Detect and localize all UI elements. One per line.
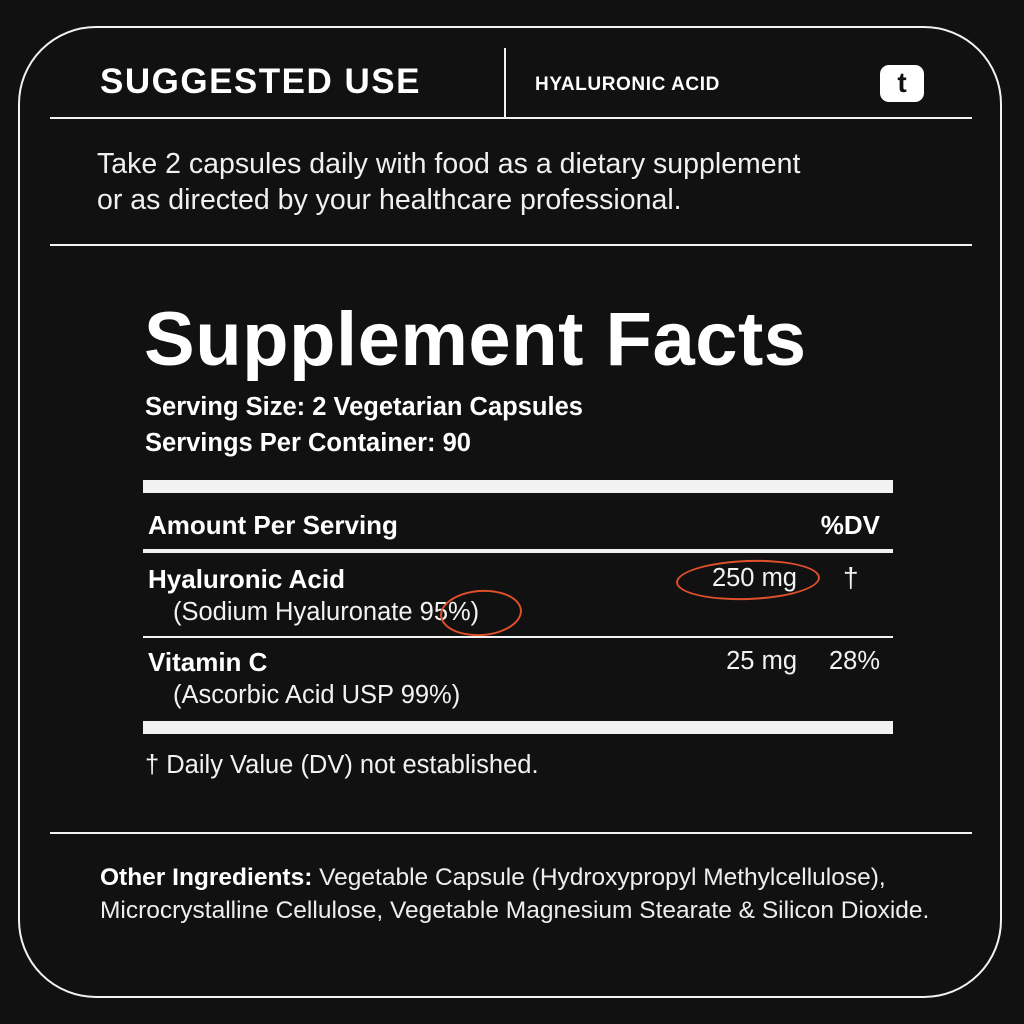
ingredient-dv: †	[843, 562, 859, 593]
divider	[50, 832, 972, 834]
col-amount-header: Amount Per Serving	[148, 510, 398, 540]
facts-title: Supplement Facts	[144, 297, 807, 382]
header-divider	[504, 48, 506, 118]
text-line: or as directed by your healthcare profes…	[97, 184, 682, 216]
servings-per-container: Servings Per Container: 90	[145, 429, 471, 457]
other-ingredients: Other Ingredients: Vegetable Capsule (Hy…	[100, 862, 940, 927]
other-ingredients-text: Vegetable Capsule (Hydroxypropyl Methylc…	[100, 864, 930, 924]
label-card	[18, 26, 1002, 998]
ingredient-name: Vitamin C	[148, 647, 268, 677]
ingredient-name: Hyaluronic Acid	[148, 564, 345, 594]
ingredient-source: (Ascorbic Acid USP 99%)	[173, 681, 461, 709]
ingredient-amount: 25 mg	[726, 647, 797, 675]
source-text: (Sodium Hyaluronate	[173, 598, 413, 626]
col-dv-header: %DV	[820, 510, 880, 540]
source-percent: 95%)	[419, 598, 480, 626]
divider	[143, 636, 893, 638]
ingredient-amount: 250 mg	[711, 564, 797, 592]
brand-logo: t	[880, 65, 924, 102]
thick-bar	[143, 721, 893, 734]
text-line: Take 2 capsules daily with food as a die…	[97, 148, 801, 180]
ingredient-dv: 28%	[828, 647, 880, 675]
ingredient-source: (Sodium Hyaluronate 95%)	[173, 598, 479, 627]
footnote: † Daily Value (DV) not established.	[145, 751, 539, 779]
divider	[143, 549, 893, 553]
suggested-use-text: Take 2 capsules daily with food as a die…	[97, 146, 800, 218]
thick-bar	[143, 480, 893, 493]
serving-size: Serving Size: 2 Vegetarian Capsules	[145, 393, 583, 421]
section-title: SUGGESTED USE	[100, 62, 421, 101]
other-ingredients-label: Other Ingredients:	[100, 864, 313, 891]
product-name: HYALURONIC ACID	[535, 74, 720, 95]
divider	[50, 117, 972, 119]
divider	[50, 244, 972, 246]
